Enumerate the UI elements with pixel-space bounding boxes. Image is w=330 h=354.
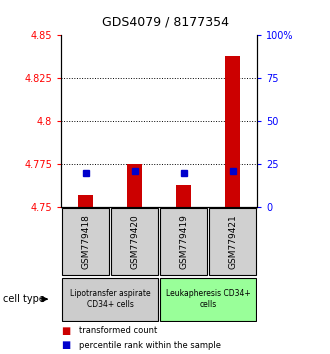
Text: GSM779421: GSM779421 <box>228 214 237 269</box>
Bar <box>78 195 93 207</box>
FancyBboxPatch shape <box>111 208 158 275</box>
FancyBboxPatch shape <box>62 208 109 275</box>
Text: Leukapheresis CD34+
cells: Leukapheresis CD34+ cells <box>166 290 251 309</box>
Bar <box>177 185 191 207</box>
Text: GSM779419: GSM779419 <box>179 214 188 269</box>
Bar <box>225 56 240 207</box>
Text: ■: ■ <box>61 340 70 350</box>
FancyBboxPatch shape <box>62 278 158 321</box>
Text: Lipotransfer aspirate
CD34+ cells: Lipotransfer aspirate CD34+ cells <box>70 290 150 309</box>
Text: GSM779420: GSM779420 <box>130 214 139 269</box>
Text: percentile rank within the sample: percentile rank within the sample <box>79 341 221 350</box>
Text: GDS4079 / 8177354: GDS4079 / 8177354 <box>102 16 228 29</box>
Bar <box>127 164 142 207</box>
FancyBboxPatch shape <box>160 208 207 275</box>
FancyBboxPatch shape <box>160 278 256 321</box>
Text: transformed count: transformed count <box>79 326 157 336</box>
Text: ■: ■ <box>61 326 70 336</box>
Text: GSM779418: GSM779418 <box>81 214 90 269</box>
FancyBboxPatch shape <box>209 208 256 275</box>
Text: cell type: cell type <box>3 294 45 304</box>
